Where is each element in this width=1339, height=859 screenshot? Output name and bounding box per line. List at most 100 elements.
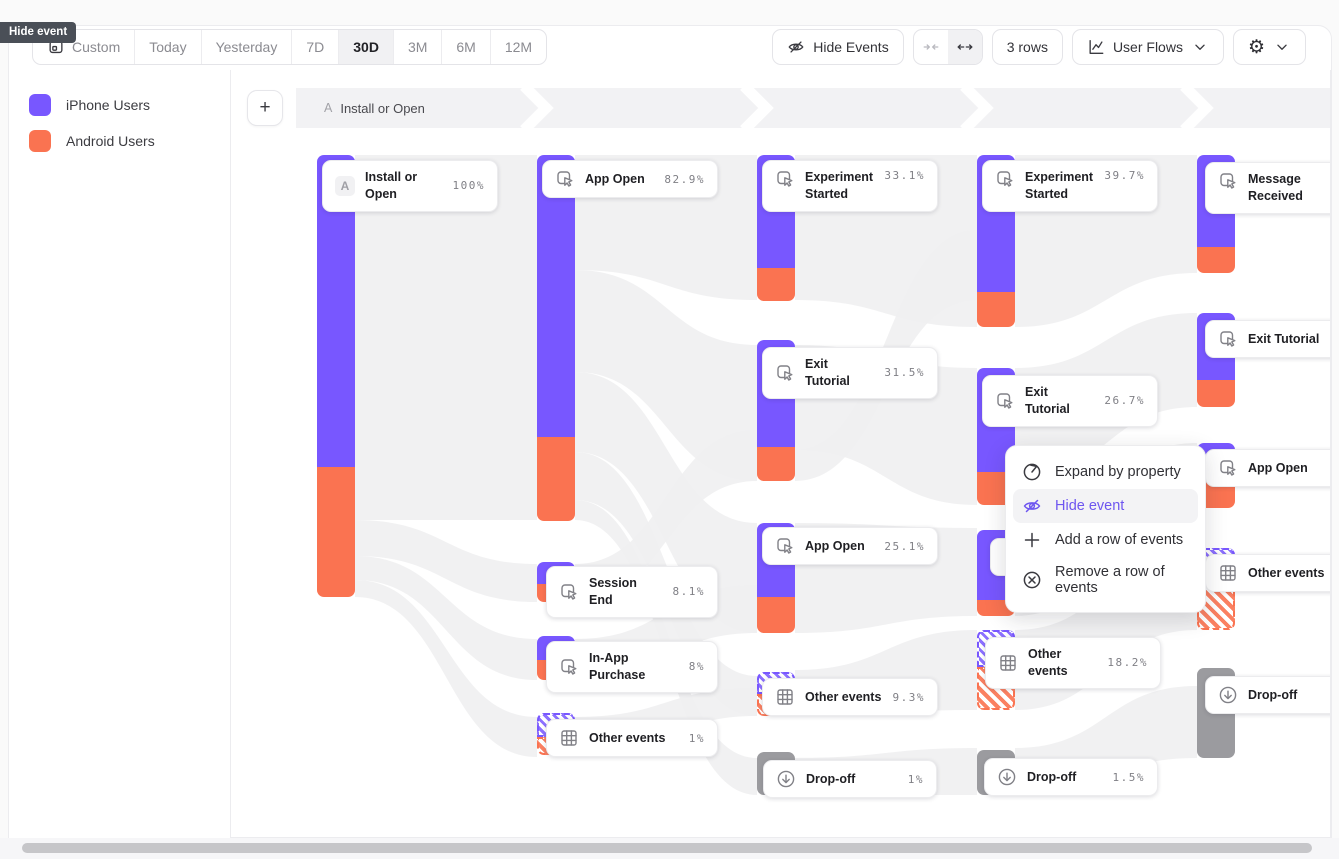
menu-item-expand-by-property[interactable]: Expand by property bbox=[1013, 455, 1198, 489]
dropoff-arrow-icon bbox=[997, 767, 1017, 787]
node-label: Message Received bbox=[1248, 172, 1303, 203]
flow-ribbon bbox=[355, 155, 537, 520]
menu-item-label: Hide event bbox=[1055, 498, 1125, 514]
dropoff-arrow-icon bbox=[776, 769, 796, 789]
node-card-other-events[interactable]: Other events 1% bbox=[546, 719, 718, 757]
node-card-message-received[interactable]: Message Received bbox=[1205, 162, 1330, 214]
toolbar-right-cluster: Hide Events 3 rows User Flows ⚙ bbox=[772, 29, 1306, 65]
bar-segment-orange[interactable] bbox=[757, 268, 795, 301]
node-value: 82.9% bbox=[664, 172, 705, 186]
dropoff-arrow-icon bbox=[1218, 685, 1238, 705]
node-label: App Open bbox=[585, 171, 645, 186]
date-range-today[interactable]: Today bbox=[135, 30, 202, 64]
date-range-7d[interactable]: 7D bbox=[292, 30, 340, 64]
event-click-icon bbox=[1218, 329, 1238, 349]
grid-icon bbox=[559, 728, 579, 748]
horizontal-scrollbar[interactable] bbox=[22, 843, 1312, 853]
menu-item-label: Remove a row of events bbox=[1055, 564, 1165, 596]
date-range-12m[interactable]: 12M bbox=[491, 30, 546, 64]
node-card-other-events[interactable]: Other events bbox=[1205, 554, 1330, 592]
rows-count-label: 3 rows bbox=[1006, 39, 1048, 55]
view-selector-button[interactable]: User Flows bbox=[1071, 29, 1224, 65]
node-label: Exit Tutorial bbox=[805, 357, 850, 388]
bar-segment-purple[interactable] bbox=[537, 155, 575, 437]
node-value: 1% bbox=[688, 731, 705, 745]
user-flows-chart-icon bbox=[1087, 38, 1105, 56]
settings-button[interactable]: ⚙ bbox=[1232, 29, 1306, 65]
node-card-experiment-started[interactable]: Experiment Started 39.7% bbox=[982, 160, 1158, 212]
bar-segment-orange[interactable] bbox=[977, 292, 1015, 327]
bar-segment-orange[interactable] bbox=[757, 447, 795, 481]
legend-sidebar: iPhone Users Android Users bbox=[9, 70, 231, 838]
date-range-yesterday[interactable]: Yesterday bbox=[202, 30, 293, 64]
step-letter-badge: A bbox=[335, 175, 355, 196]
grid-icon bbox=[1218, 563, 1238, 583]
node-card-in-app-purchase[interactable]: In-App Purchase 8% bbox=[546, 641, 718, 693]
node-card-exit-tutorial[interactable]: Exit Tutorial bbox=[1205, 320, 1330, 358]
node-label: App Open bbox=[1248, 460, 1308, 475]
bar-segment-orange[interactable] bbox=[317, 467, 355, 597]
event-click-icon bbox=[559, 657, 579, 677]
legend-item-iphone-users[interactable]: iPhone Users bbox=[29, 94, 230, 116]
node-card-drop-off[interactable]: Drop-off 1.5% bbox=[984, 758, 1158, 796]
legend-swatch bbox=[29, 94, 51, 116]
node-card-drop-off[interactable]: Drop-off 1% bbox=[763, 760, 937, 798]
node-label: Other events bbox=[589, 730, 666, 745]
node-card-install-or-open[interactable]: A Install or Open 100% bbox=[322, 160, 498, 212]
event-click-icon bbox=[559, 582, 579, 602]
date-range-3m[interactable]: 3M bbox=[394, 30, 443, 64]
node-value: 26.7% bbox=[1104, 394, 1145, 408]
node-label: Other events bbox=[1248, 565, 1325, 580]
node-card-other-events[interactable]: Other events 9.3% bbox=[762, 678, 938, 716]
bar-segment-orange[interactable] bbox=[1197, 247, 1235, 273]
node-card-other-events[interactable]: Other events 18.2% bbox=[985, 637, 1161, 689]
date-range-label: 3M bbox=[407, 39, 428, 55]
remove-circle-icon bbox=[1022, 570, 1042, 590]
flow-ribbon bbox=[575, 270, 757, 481]
node-card-exit-tutorial[interactable]: Exit Tutorial 31.5% bbox=[762, 347, 938, 399]
collapse-columns-button[interactable] bbox=[914, 30, 948, 64]
menu-item-hide-event[interactable]: Hide event bbox=[1013, 489, 1198, 523]
event-click-icon bbox=[1218, 171, 1238, 191]
hide-events-button[interactable]: Hide Events bbox=[772, 29, 904, 65]
hide-event-tooltip: Hide event bbox=[0, 22, 77, 43]
date-range-label: 6M bbox=[456, 39, 476, 55]
expand-columns-button[interactable] bbox=[947, 30, 982, 64]
rows-count-button[interactable]: 3 rows bbox=[991, 29, 1063, 65]
eye-off-icon bbox=[1022, 496, 1042, 516]
date-range-custom[interactable]: Custom bbox=[33, 30, 136, 64]
node-card-session-end[interactable]: Session End 8.1% bbox=[546, 566, 718, 618]
date-range-label: 7D bbox=[306, 39, 325, 55]
menu-item-add-a-row-of-events[interactable]: Add a row of events bbox=[1013, 523, 1198, 557]
grid-icon bbox=[775, 687, 795, 707]
event-click-icon bbox=[555, 169, 575, 189]
node-card-drop-off[interactable]: Drop-off bbox=[1205, 676, 1330, 714]
date-range-30d[interactable]: 30D bbox=[339, 30, 394, 64]
node-label: Drop-off bbox=[806, 771, 856, 786]
node-value: 25.1% bbox=[884, 539, 925, 553]
menu-item-label: Add a row of events bbox=[1055, 532, 1184, 548]
date-range-6m[interactable]: 6M bbox=[442, 30, 491, 64]
node-card-experiment-started[interactable]: Experiment Started 33.1% bbox=[762, 160, 938, 212]
flow-ribbon bbox=[355, 520, 537, 602]
chart-right-border bbox=[1330, 70, 1331, 838]
bar-segment-orange[interactable] bbox=[1197, 380, 1235, 407]
step-segment-install-or-open[interactable]: A Install or Open bbox=[324, 88, 425, 128]
node-card-app-open[interactable]: App Open 82.9% bbox=[542, 160, 718, 198]
bar-segment-orange[interactable] bbox=[537, 437, 575, 521]
add-step-button[interactable]: + bbox=[247, 90, 283, 126]
legend-item-android-users[interactable]: Android Users bbox=[29, 130, 230, 152]
node-value: 100% bbox=[452, 179, 485, 193]
legend-label: Android Users bbox=[66, 133, 155, 149]
node-card-app-open[interactable]: App Open 25.1% bbox=[762, 527, 938, 565]
node-value: 39.7% bbox=[1104, 169, 1145, 182]
event-click-icon bbox=[775, 363, 795, 383]
menu-item-remove-a-row-of-events[interactable]: Remove a row of events bbox=[1013, 557, 1198, 603]
node-card-exit-tutorial[interactable]: Exit Tutorial 26.7% bbox=[982, 375, 1158, 427]
chevron-right-separator-icon bbox=[740, 88, 774, 128]
node-card-app-open[interactable]: App Open bbox=[1205, 449, 1330, 487]
toolbar: Custom Today Yesterday 7D 30D 3M 6M 12M Hide Ev… bbox=[8, 25, 1332, 87]
step-badge: A bbox=[324, 101, 333, 115]
collapse-expand-toggle bbox=[912, 29, 983, 65]
bar-segment-orange[interactable] bbox=[757, 597, 795, 633]
